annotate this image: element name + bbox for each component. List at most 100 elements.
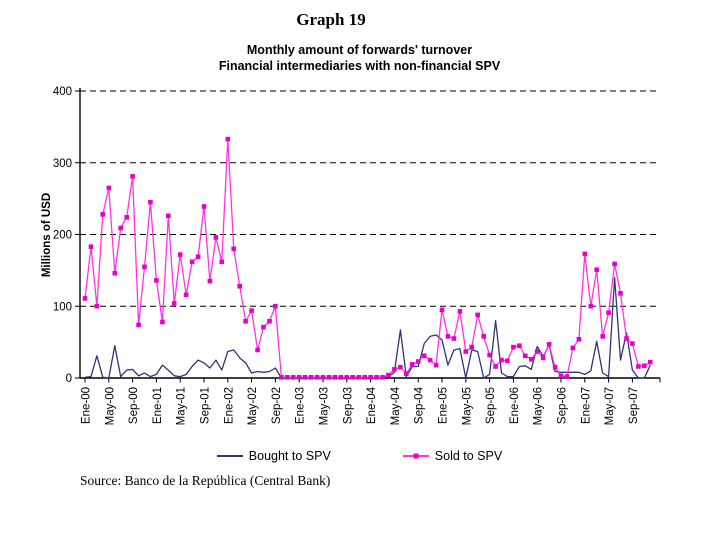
sold-marker bbox=[433, 362, 439, 368]
bought-line-icon bbox=[216, 455, 243, 457]
sold-marker bbox=[338, 375, 344, 380]
x-tick-label: May-02 bbox=[247, 387, 259, 425]
sold-square-marker-icon bbox=[413, 453, 419, 459]
sold-marker bbox=[427, 357, 433, 363]
sold-marker bbox=[249, 308, 254, 313]
x-tick-label: May-07 bbox=[604, 387, 616, 425]
bought-line bbox=[84, 276, 651, 379]
sold-marker bbox=[404, 371, 409, 376]
line-chart-plot: 0 100 200 300 400 Ene-00 May-00 Sep-00 Ene-01 May… bbox=[53, 86, 661, 425]
sold-marker bbox=[243, 319, 248, 324]
legend-item-sold: Sold to SPV bbox=[402, 449, 503, 463]
sold-marker bbox=[636, 364, 641, 369]
sold-marker bbox=[445, 334, 451, 339]
source-note: Source: Banco de la República (Central B… bbox=[80, 473, 331, 488]
x-tick-label: Sep-05 bbox=[485, 387, 497, 424]
x-tick-label: Sep-04 bbox=[414, 386, 426, 424]
y-tick-label-200: 200 bbox=[53, 230, 72, 242]
sold-marker bbox=[558, 373, 564, 379]
sold-marker bbox=[594, 267, 599, 272]
sold-marker bbox=[166, 213, 171, 219]
x-tick-label: Ene-00 bbox=[81, 387, 93, 424]
sold-marker bbox=[344, 375, 350, 380]
sold-marker bbox=[582, 251, 588, 257]
sold-marker bbox=[648, 359, 653, 365]
chart-legend: Bought to SPV Sold to SPV bbox=[0, 449, 719, 463]
sold-marker bbox=[302, 375, 308, 380]
x-tick-label: May-00 bbox=[104, 387, 116, 425]
page-title: Graph 19 bbox=[296, 10, 366, 29]
sold-marker bbox=[231, 246, 236, 252]
sold-marker bbox=[308, 375, 314, 380]
legend-label-sold: Sold to SPV bbox=[434, 449, 503, 463]
sold-marker bbox=[189, 259, 195, 265]
x-tick-label: Ene-04 bbox=[366, 386, 378, 424]
sold-marker bbox=[439, 307, 445, 313]
x-tick-label: May-05 bbox=[461, 387, 473, 425]
sold-marker bbox=[564, 374, 570, 379]
sold-marker bbox=[630, 341, 635, 346]
sold-marker bbox=[588, 303, 594, 309]
x-tick-label: Sep-01 bbox=[200, 387, 212, 424]
x-tick-label: Ene-03 bbox=[295, 387, 307, 424]
sold-marker bbox=[642, 363, 647, 369]
sold-marker bbox=[154, 278, 159, 283]
sold-marker bbox=[160, 319, 165, 325]
sold-marker bbox=[171, 301, 177, 306]
y-tick-label-400: 400 bbox=[53, 86, 72, 98]
x-tick-label: Ene-06 bbox=[509, 387, 521, 424]
sold-marker bbox=[124, 215, 129, 220]
sold-marker bbox=[380, 375, 385, 380]
sold-marker bbox=[285, 375, 290, 380]
sold-marker bbox=[612, 261, 617, 267]
sold-marker bbox=[314, 375, 320, 380]
x-tick-label: Ene-05 bbox=[438, 387, 450, 424]
sold-marker bbox=[183, 292, 189, 298]
sold-marker bbox=[148, 199, 153, 205]
sold-marker bbox=[421, 353, 427, 359]
sold-marker bbox=[279, 375, 284, 380]
sold-marker bbox=[624, 336, 629, 341]
sold-marker bbox=[320, 375, 326, 380]
sold-marker bbox=[398, 364, 403, 370]
sold-marker bbox=[118, 225, 123, 231]
sold-marker bbox=[94, 303, 100, 309]
sold-marker bbox=[219, 259, 225, 265]
sold-marker bbox=[136, 322, 141, 328]
x-tick-label: Sep-06 bbox=[557, 387, 569, 424]
sold-marker bbox=[487, 352, 492, 358]
sold-marker bbox=[618, 291, 623, 296]
sold-marker bbox=[106, 185, 112, 191]
sold-marker bbox=[457, 309, 463, 314]
sold-marker bbox=[350, 375, 355, 380]
sold-marker bbox=[100, 212, 106, 217]
sold-marker bbox=[177, 252, 183, 257]
sold-marker bbox=[130, 174, 135, 179]
x-tick-label: Ene-07 bbox=[580, 387, 592, 424]
sold-marker bbox=[415, 359, 421, 364]
chart-title-line1: Monthly amount of forwards' turnover bbox=[246, 43, 473, 57]
sold-line-icon bbox=[402, 453, 429, 459]
sold-marker bbox=[374, 375, 379, 380]
sold-marker bbox=[570, 345, 576, 351]
sold-marker bbox=[296, 375, 302, 380]
sold-marker bbox=[82, 296, 88, 301]
chart-title-line2: Financial intermediaries with non-financ… bbox=[218, 59, 501, 73]
x-tick-label: Sep-03 bbox=[342, 387, 354, 424]
sold-marker bbox=[273, 303, 278, 309]
sold-marker bbox=[511, 344, 516, 350]
x-tick-label: Ene-02 bbox=[223, 387, 235, 424]
sold-line bbox=[84, 138, 651, 378]
legend-label-bought: Bought to SPV bbox=[248, 449, 331, 463]
sold-marker bbox=[142, 264, 147, 270]
sold-marker bbox=[493, 364, 498, 369]
sold-marker bbox=[362, 375, 367, 380]
sold-marker bbox=[546, 342, 552, 347]
sold-marker bbox=[386, 372, 391, 378]
x-tick-label: Ene-01 bbox=[152, 387, 164, 424]
sold-marker bbox=[475, 312, 480, 318]
sold-marker bbox=[540, 355, 546, 361]
sold-marker bbox=[356, 375, 361, 380]
sold-marker bbox=[290, 375, 296, 380]
sold-marker bbox=[505, 358, 510, 364]
